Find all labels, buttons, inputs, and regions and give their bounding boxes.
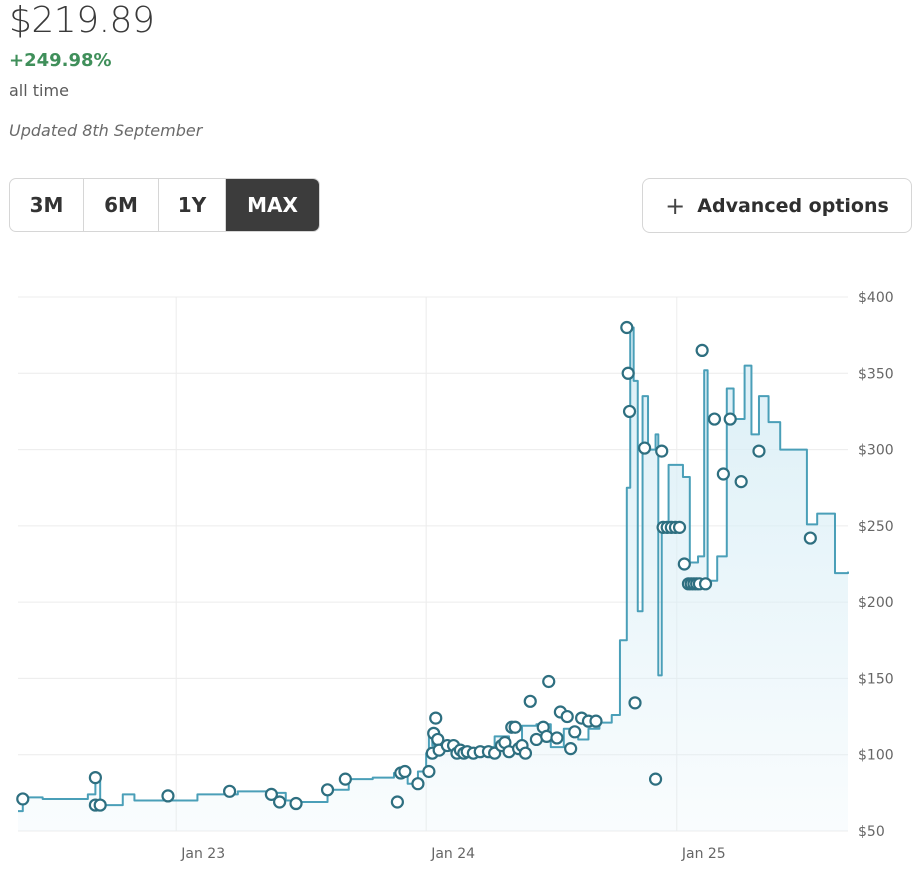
trade-marker (289, 796, 303, 811)
range-3m-button[interactable]: 3M (10, 179, 84, 231)
current-price: $219.89 (9, 0, 155, 41)
trade-marker (88, 770, 102, 785)
trade-marker (638, 441, 652, 455)
advanced-options-label: Advanced options (697, 194, 889, 217)
chart-markers (16, 320, 817, 812)
trade-marker (622, 404, 637, 419)
trade-marker (508, 720, 522, 734)
trade-marker (672, 520, 687, 534)
range-1y-button[interactable]: 1Y (159, 179, 226, 231)
trade-marker (734, 475, 748, 489)
trade-marker (93, 798, 107, 812)
trade-marker (695, 343, 709, 358)
trade-marker (589, 714, 603, 728)
y-tick-label: $400 (858, 290, 894, 306)
trade-marker (723, 412, 737, 426)
updated-date: Updated 8th September (9, 121, 203, 140)
x-tick-label: Jan 23 (180, 846, 225, 862)
trade-marker (803, 531, 817, 545)
x-tick-label: Jan 25 (681, 846, 726, 862)
x-axis-ticks: Jan 23 Jan 24 Jan 25 (180, 846, 725, 862)
y-tick-label: $250 (858, 519, 894, 535)
trade-marker (560, 709, 574, 724)
trade-marker (620, 320, 634, 335)
trade-marker (655, 444, 669, 458)
y-tick-label: $200 (858, 595, 894, 611)
trade-marker (550, 731, 564, 745)
trade-marker (429, 711, 443, 725)
trade-marker (677, 557, 691, 571)
trade-marker (648, 772, 663, 786)
y-tick-label: $50 (858, 824, 885, 840)
y-tick-label: $150 (858, 671, 894, 687)
trade-marker (518, 746, 533, 760)
trade-marker (338, 772, 352, 786)
trade-marker (698, 577, 713, 591)
trade-marker (523, 694, 537, 708)
y-tick-label: $350 (858, 366, 894, 382)
x-tick-label: Jan 24 (430, 846, 475, 862)
trade-marker (161, 789, 175, 803)
trade-marker (716, 467, 730, 481)
trade-marker (223, 784, 237, 798)
advanced-options-button[interactable]: + Advanced options (642, 178, 912, 233)
range-6m-button[interactable]: 6M (84, 179, 159, 231)
trade-marker (398, 764, 412, 779)
y-axis-ticks: $400 $350 $300 $250 $200 $150 $100 $50 (858, 290, 894, 840)
trade-marker (422, 764, 436, 779)
price-chart: $400$350$300$250$200$150$100$50 Jan 23 Ja… (16, 290, 894, 862)
trade-marker (752, 444, 766, 458)
trade-marker (540, 729, 554, 744)
trade-marker (320, 783, 335, 797)
chart-grid (18, 296, 848, 832)
trade-marker (628, 696, 642, 710)
trade-marker (390, 795, 404, 809)
trade-marker (707, 412, 722, 426)
plus-icon: + (665, 191, 686, 220)
trade-marker (273, 795, 287, 809)
y-tick-label: $100 (858, 748, 894, 764)
trade-marker (411, 777, 425, 791)
price-change-percent: +249.98% (9, 50, 112, 71)
change-period-label: all time (9, 81, 69, 100)
trade-marker (621, 366, 635, 380)
trade-marker (16, 792, 30, 806)
trade-marker (542, 674, 556, 689)
trade-marker (568, 725, 582, 739)
y-tick-label: $300 (858, 443, 894, 459)
time-range-selector: 3M 6M 1Y MAX (9, 178, 320, 232)
trade-marker (564, 742, 578, 756)
range-max-button[interactable]: MAX (226, 179, 319, 231)
trade-marker (264, 787, 278, 801)
